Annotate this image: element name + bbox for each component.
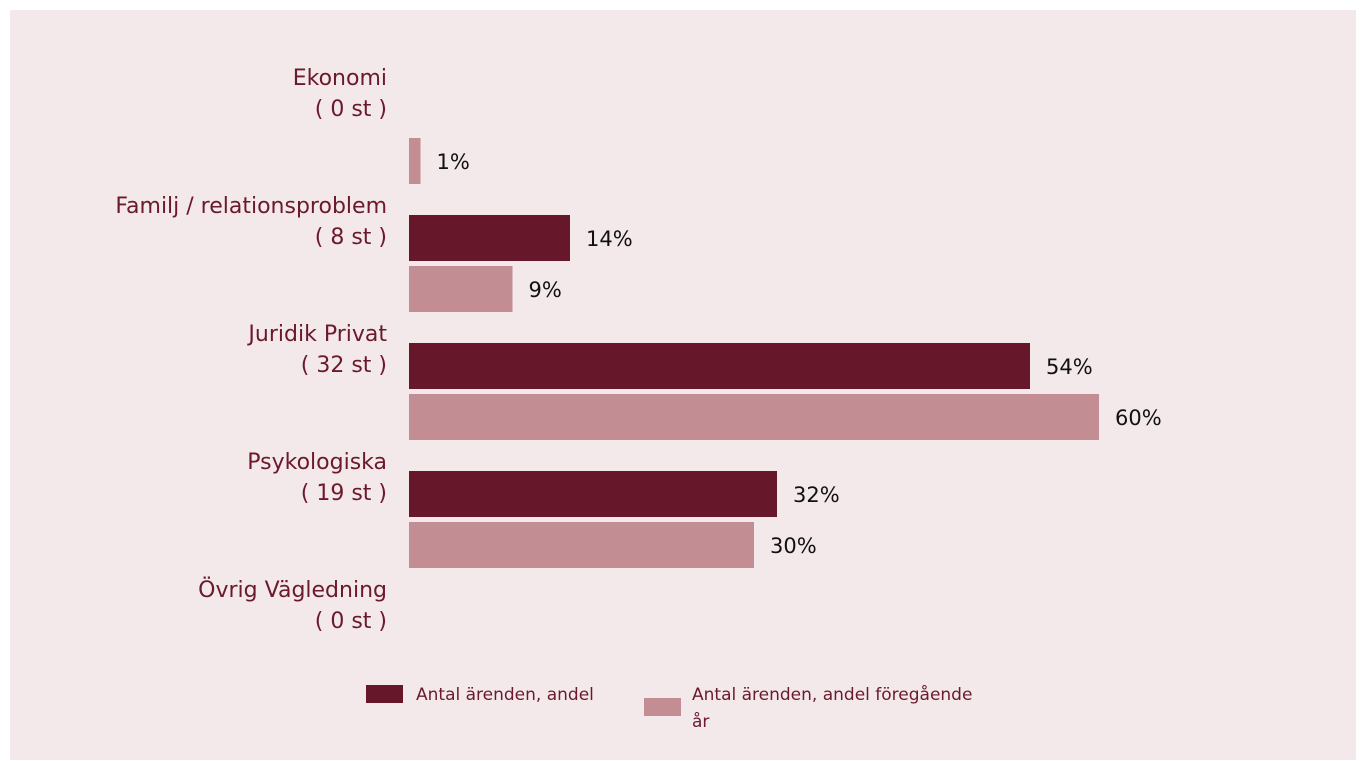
category-count-ekonomi: ( 0 st ) <box>315 97 387 122</box>
category-count-psykologiska: ( 19 st ) <box>301 481 387 506</box>
legend-label-previous-line1: Antal ärenden, andel föregående <box>692 684 972 705</box>
value-label-familj-relationsproblem-current: 14% <box>586 227 633 251</box>
category-labels: Ekonomi ( 0 st ) Familj / relationsproblem… <box>115 66 387 634</box>
legend-label-previous-line2: år <box>692 711 709 732</box>
bar-psykologiska-previous <box>409 522 754 568</box>
category-label-juridik-privat: Juridik Privat <box>246 322 387 347</box>
legend: Antal ärenden, andel Antal ärenden, ande… <box>366 684 972 732</box>
bar-familj-relationsproblem-previous <box>409 266 513 312</box>
chart-panel: Ekonomi ( 0 st ) Familj / relationsproblem… <box>10 10 1356 760</box>
value-labels: 1% 14% 9% 54% 60% 32% 30% <box>437 150 1162 558</box>
category-label-vrig-v-gledning: Övrig Vägledning <box>198 577 387 603</box>
value-label-psykologiska-current: 32% <box>793 483 840 507</box>
category-label-ekonomi: Ekonomi <box>293 66 387 91</box>
category-count-juridik-privat: ( 32 st ) <box>301 353 387 378</box>
value-label-familj-relationsproblem-previous: 9% <box>529 278 562 302</box>
value-label-psykologiska-previous: 30% <box>770 534 817 558</box>
bar-juridik-privat-current <box>409 343 1030 389</box>
legend-swatch-current <box>366 685 403 703</box>
category-count-familj-relationsproblem: ( 8 st ) <box>315 225 387 250</box>
bar-familj-relationsproblem-current <box>409 215 570 261</box>
value-label-ekonomi-previous: 1% <box>437 150 470 174</box>
category-label-psykologiska: Psykologiska <box>247 450 387 475</box>
bar-chart: Ekonomi ( 0 st ) Familj / relationsproblem… <box>115 66 1162 732</box>
category-label-familj-relationsproblem: Familj / relationsproblem <box>115 194 387 219</box>
bar-ekonomi-previous <box>409 138 421 184</box>
bar-juridik-privat-previous <box>409 394 1099 440</box>
category-count-vrig-v-gledning: ( 0 st ) <box>315 609 387 634</box>
bar-psykologiska-current <box>409 471 777 517</box>
value-label-juridik-privat-previous: 60% <box>1115 406 1162 430</box>
legend-label-current: Antal ärenden, andel <box>416 685 594 705</box>
bars <box>409 138 1099 568</box>
value-label-juridik-privat-current: 54% <box>1046 355 1093 379</box>
legend-swatch-previous <box>644 698 681 716</box>
